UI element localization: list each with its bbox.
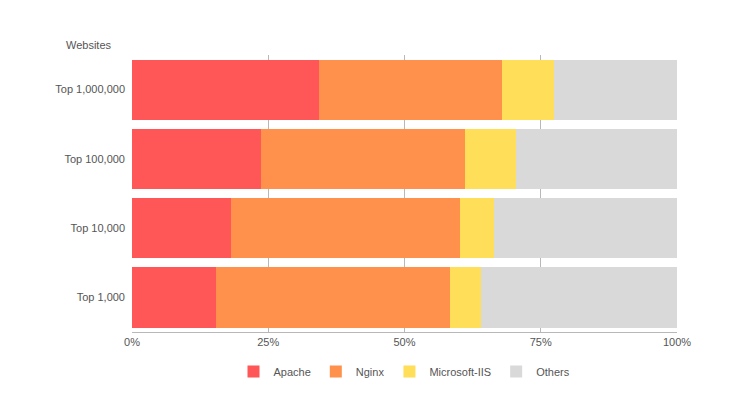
svg-text:Top 10,000: Top 10,000: [71, 222, 125, 234]
svg-text:75%: 75%: [530, 336, 552, 348]
svg-text:Nginx: Nginx: [356, 366, 385, 378]
svg-text:100%: 100%: [663, 336, 691, 348]
svg-text:Apache: Apache: [274, 366, 311, 378]
svg-text:0%: 0%: [124, 336, 140, 348]
svg-text:Top 1,000: Top 1,000: [77, 291, 125, 303]
svg-text:Websites: Websites: [66, 39, 112, 51]
svg-text:Top 1,000,000: Top 1,000,000: [55, 83, 125, 95]
svg-text:25%: 25%: [257, 336, 279, 348]
svg-text:50%: 50%: [393, 336, 415, 348]
svg-text:Microsoft-IIS: Microsoft-IIS: [429, 366, 491, 378]
svg-text:Others: Others: [536, 366, 570, 378]
svg-text:Top 100,000: Top 100,000: [64, 153, 125, 165]
